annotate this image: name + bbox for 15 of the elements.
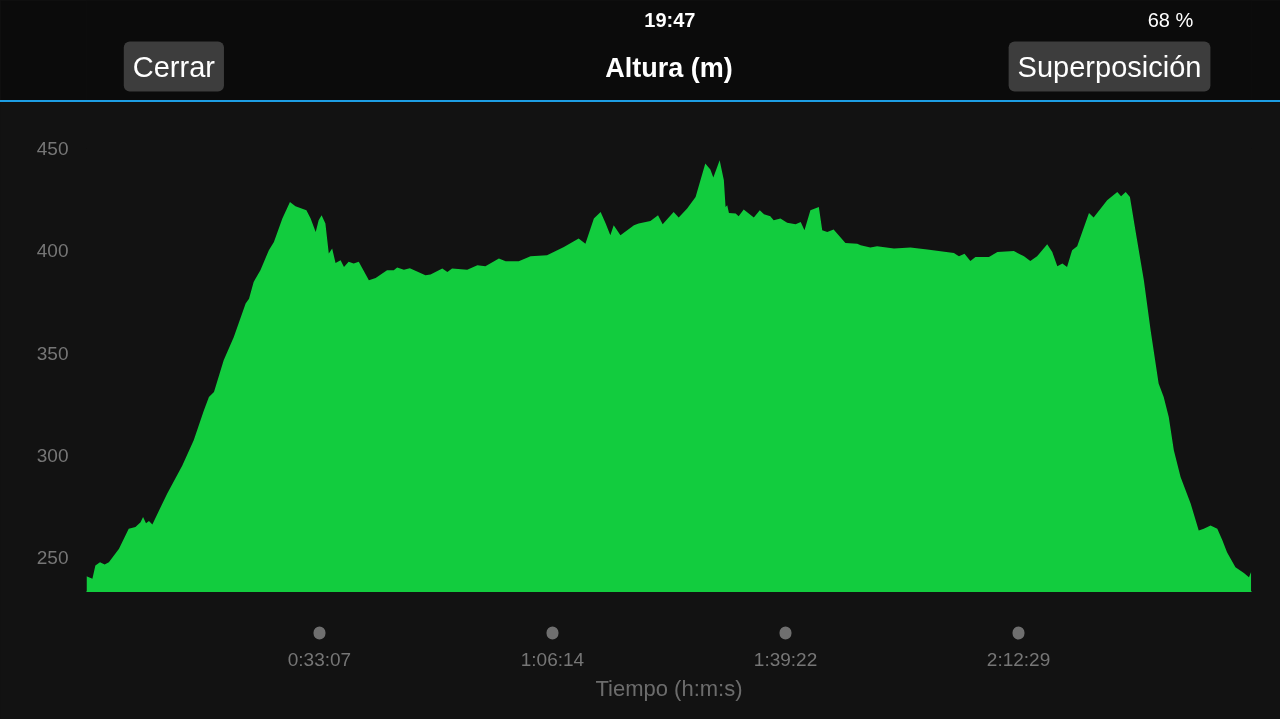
text: Superposición	[1017, 50, 1202, 83]
text: 68 %	[1147, 8, 1194, 31]
x-tick-label: 1:39:22	[753, 648, 818, 670]
x-axis-title: Tiempo (h:m:s)	[595, 675, 743, 701]
y-tick-label: 250	[36, 547, 69, 569]
chart-title: Altura (m)	[605, 52, 733, 83]
text: 19:47	[644, 8, 696, 31]
y-tick-label: 400	[36, 240, 69, 262]
x-tick-label: 1:06:14	[520, 648, 585, 670]
x-tick-label: 2:12:29	[986, 648, 1051, 670]
text: Cerrar	[132, 50, 216, 83]
y-tick-label: 450	[36, 138, 69, 159]
y-tick-label: 350	[36, 342, 69, 364]
y-tick-label: 300	[36, 444, 69, 466]
x-tick-label: 0:33:07	[287, 648, 352, 670]
